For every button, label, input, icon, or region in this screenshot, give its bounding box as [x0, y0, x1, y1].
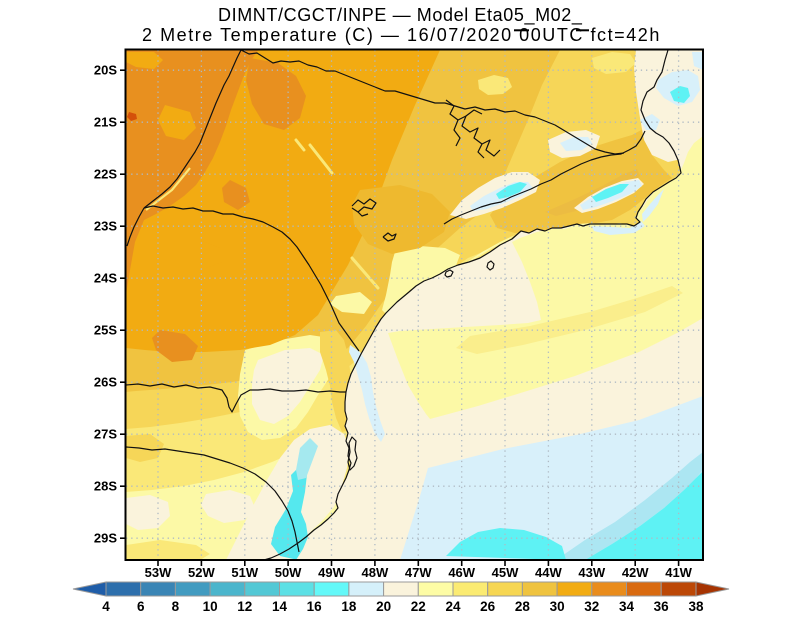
- svg-text:29S: 29S: [94, 531, 117, 546]
- svg-text:46W: 46W: [448, 565, 475, 580]
- svg-text:18: 18: [341, 599, 357, 614]
- svg-text:28S: 28S: [94, 479, 117, 494]
- svg-text:34: 34: [619, 599, 635, 614]
- svg-text:22S: 22S: [94, 167, 117, 182]
- svg-text:24: 24: [445, 599, 461, 614]
- svg-text:25S: 25S: [94, 323, 117, 338]
- svg-text:10: 10: [203, 599, 218, 614]
- svg-text:23S: 23S: [94, 219, 117, 234]
- svg-text:48W: 48W: [362, 565, 389, 580]
- svg-text:24S: 24S: [94, 271, 117, 286]
- svg-text:36: 36: [654, 599, 670, 614]
- svg-text:38: 38: [688, 599, 704, 614]
- svg-text:20: 20: [376, 599, 391, 614]
- svg-text:52W: 52W: [188, 565, 215, 580]
- svg-text:8: 8: [172, 599, 180, 614]
- svg-text:26S: 26S: [94, 375, 117, 390]
- svg-text:45W: 45W: [492, 565, 519, 580]
- svg-text:28: 28: [515, 599, 531, 614]
- svg-text:44W: 44W: [535, 565, 562, 580]
- svg-text:43W: 43W: [578, 565, 605, 580]
- svg-text:4: 4: [102, 599, 110, 614]
- svg-text:51W: 51W: [231, 565, 258, 580]
- svg-text:53W: 53W: [145, 565, 172, 580]
- svg-text:49W: 49W: [318, 565, 345, 580]
- svg-text:50W: 50W: [275, 565, 302, 580]
- svg-text:12: 12: [237, 599, 252, 614]
- svg-text:2 Metre Temperature (C) — 16/: 2 Metre Temperature (C) — 16/07/2020 00U…: [142, 25, 661, 45]
- svg-text:DIMNT/CGCT/INPE — Model Eta05: DIMNT/CGCT/INPE — Model Eta05_M02_: [218, 5, 583, 26]
- svg-text:21S: 21S: [94, 115, 117, 130]
- svg-text:26: 26: [480, 599, 496, 614]
- svg-text:14: 14: [272, 599, 288, 614]
- svg-text:32: 32: [584, 599, 599, 614]
- svg-text:47W: 47W: [405, 565, 432, 580]
- svg-text:27S: 27S: [94, 427, 117, 442]
- svg-text:22: 22: [411, 599, 426, 614]
- svg-text:30: 30: [550, 599, 565, 614]
- svg-text:6: 6: [137, 599, 145, 614]
- svg-text:20S: 20S: [94, 63, 117, 78]
- svg-text:42W: 42W: [622, 565, 649, 580]
- svg-text:16: 16: [307, 599, 323, 614]
- svg-text:41W: 41W: [665, 565, 692, 580]
